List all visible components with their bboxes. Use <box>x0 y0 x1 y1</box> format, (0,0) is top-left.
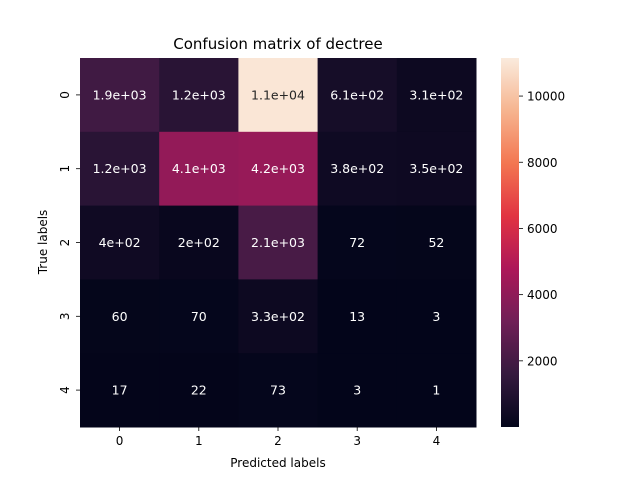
cell-annotation: 72 <box>349 235 365 250</box>
heatmap-cell <box>238 353 319 428</box>
cell-annotation: 3.1e+02 <box>409 87 463 102</box>
cell-annotation: 1.2e+03 <box>93 161 147 176</box>
heatmap-cell <box>396 279 477 354</box>
cell-annotation: 4.1e+03 <box>172 161 226 176</box>
cell-annotation: 2e+02 <box>178 235 220 250</box>
colorbar-ticks: 2000 4000 6000 8000 10000 <box>519 90 565 368</box>
heatmap-cell <box>238 205 319 280</box>
heatmap-cell <box>396 353 477 428</box>
cell-annotation: 3 <box>353 383 361 398</box>
heatmap-cell <box>80 131 160 207</box>
heatmap-cell <box>159 353 239 428</box>
x-tick-label: 1 <box>195 434 203 448</box>
cell-annotation: 3 <box>432 309 440 324</box>
y-tick-label: 3 <box>58 312 72 320</box>
heatmap-cell <box>317 205 398 280</box>
x-tick-label: 0 <box>116 434 124 448</box>
colorbar-tick-label: 8000 <box>527 156 558 170</box>
heatmap-cell <box>159 131 239 207</box>
y-tick-label: 0 <box>58 91 72 99</box>
cell-annotation: 1 <box>432 383 440 398</box>
y-tick-label: 4 <box>58 386 72 394</box>
heatmap-cell <box>317 279 398 354</box>
colorbar-tick-label: 2000 <box>527 354 558 368</box>
colorbar-tick-label: 6000 <box>527 222 558 236</box>
cell-annotation: 13 <box>349 309 365 324</box>
heatmap-cell <box>396 131 477 207</box>
cell-annotation: 3.3e+02 <box>251 309 305 324</box>
cell-annotation: 3.8e+02 <box>330 161 384 176</box>
y-tick-label: 2 <box>58 239 72 247</box>
heatmap-cell <box>80 353 160 428</box>
cell-annotation: 1.2e+03 <box>172 87 226 102</box>
cell-annotation: 1.9e+03 <box>93 87 147 102</box>
y-axis-ticks: 0 1 2 3 4 <box>58 91 80 394</box>
cell-annotation: 6.1e+02 <box>330 87 384 102</box>
x-tick-label: 2 <box>274 434 282 448</box>
heatmap-cell <box>159 205 239 280</box>
cell-annotation: 1.1e+04 <box>251 87 305 102</box>
heatmap-cell <box>396 58 477 133</box>
x-axis-label: Predicted labels <box>230 456 325 470</box>
heatmap-cell <box>80 205 160 280</box>
heatmap-cell <box>238 58 319 133</box>
heatmap-cell <box>238 131 319 207</box>
cell-annotation: 3.5e+02 <box>409 161 463 176</box>
cell-annotation: 73 <box>270 383 286 398</box>
heatmap-cell <box>159 58 239 133</box>
chart-title: Confusion matrix of dectree <box>173 35 382 53</box>
cell-annotation: 52 <box>428 235 444 250</box>
heatmap-cell <box>80 58 160 133</box>
x-tick-label: 4 <box>433 434 441 448</box>
cell-annotation: 2.1e+03 <box>251 235 305 250</box>
y-axis-label: True labels <box>36 210 50 276</box>
cell-annotation: 22 <box>191 383 207 398</box>
heatmap-cells <box>80 58 477 428</box>
colorbar <box>501 58 519 427</box>
cell-annotation: 4.2e+03 <box>251 161 305 176</box>
cell-annotation: 17 <box>112 383 128 398</box>
x-tick-label: 3 <box>353 434 361 448</box>
y-tick-label: 1 <box>58 165 72 173</box>
cell-annotation: 70 <box>191 309 207 324</box>
colorbar-tick-label: 10000 <box>527 90 565 104</box>
heatmap-cell <box>396 205 477 280</box>
heatmap-cell <box>317 353 398 428</box>
x-axis-ticks: 0 1 2 3 4 <box>116 427 440 448</box>
heatmap-cell <box>317 58 398 133</box>
heatmap-cell <box>317 131 398 207</box>
heatmap-cell <box>80 279 160 354</box>
heatmap-cell <box>238 279 319 354</box>
heatmap-cell <box>159 279 239 354</box>
cell-annotation: 4e+02 <box>99 235 141 250</box>
cell-annotation: 60 <box>112 309 128 324</box>
colorbar-tick-label: 4000 <box>527 288 558 302</box>
heatmap-annotations: 1.9e+03 1.2e+03 1.1e+04 6.1e+02 3.1e+02 1.2e+… <box>93 87 464 397</box>
